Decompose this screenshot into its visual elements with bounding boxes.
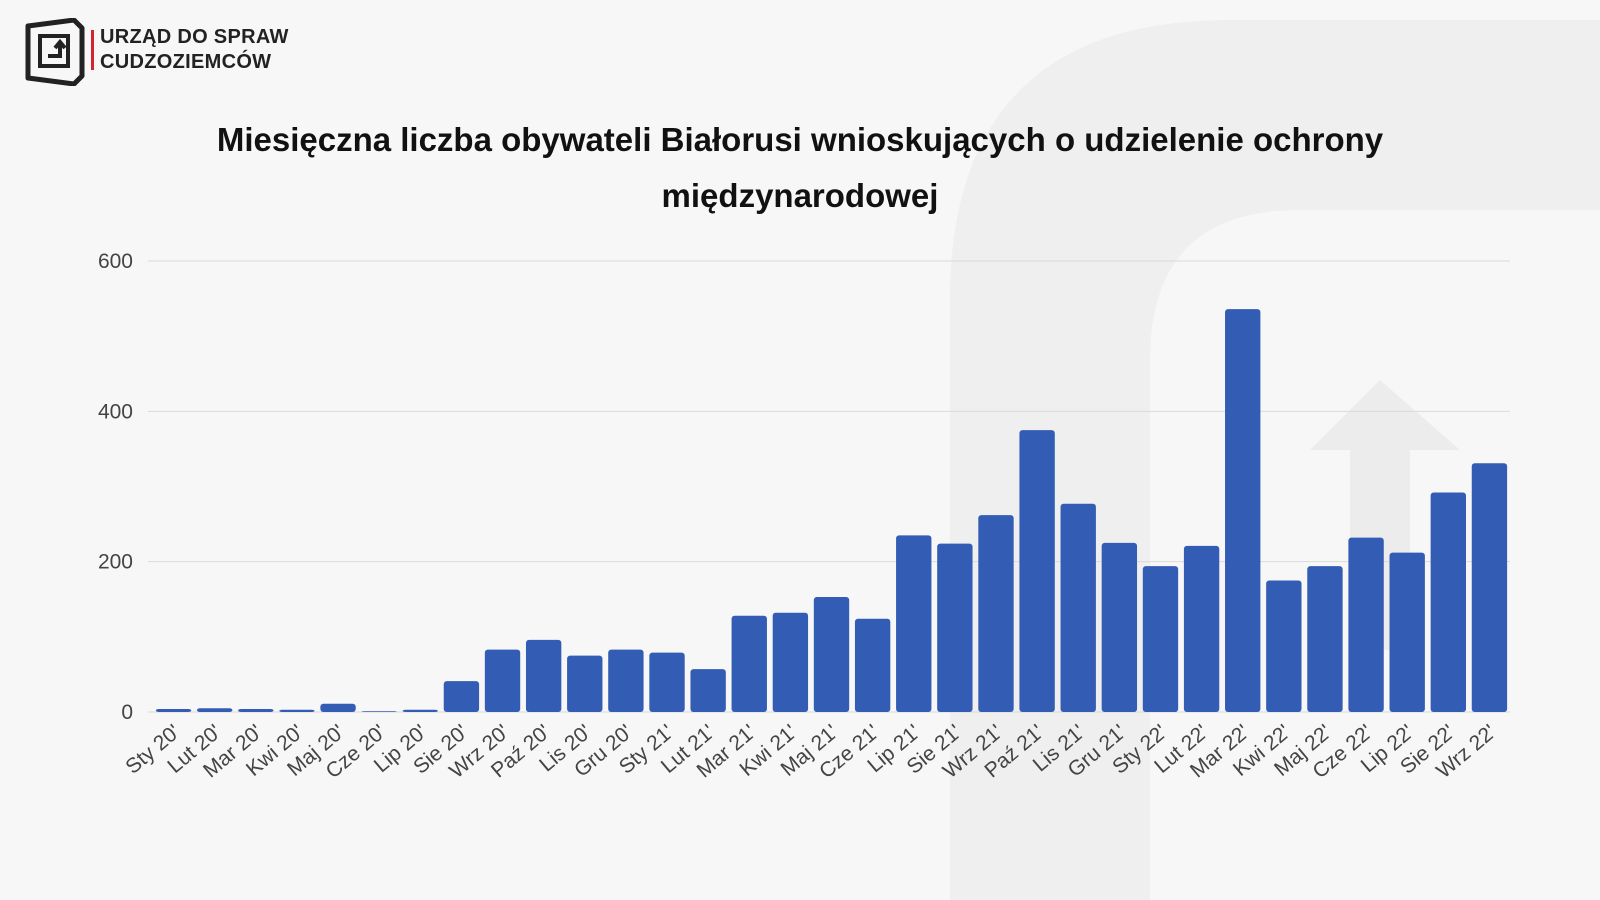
chart-title: Miesięczna liczba obywateli Białorusi wn… [216, 121, 1384, 214]
bar [196, 708, 233, 712]
bar [279, 709, 315, 712]
y-tick-label: 200 [98, 551, 133, 574]
bar [525, 639, 562, 712]
bar [772, 612, 809, 712]
bar [1307, 566, 1343, 712]
y-tick-label: 0 [121, 701, 133, 724]
bar [1266, 580, 1302, 712]
bar [1060, 503, 1096, 712]
bar [1142, 566, 1179, 712]
bar [1471, 463, 1508, 712]
bar [402, 709, 438, 712]
bar [1389, 552, 1425, 712]
org-name: URZĄD DO SPRAW [100, 26, 289, 48]
bar [238, 708, 274, 712]
bar [854, 618, 891, 712]
logo-icon [25, 18, 85, 86]
bar [443, 681, 480, 712]
bar [1183, 545, 1220, 712]
bar [978, 515, 1014, 712]
bar [937, 543, 973, 712]
logo-divider [91, 30, 94, 70]
bar [896, 535, 932, 712]
bar [567, 655, 603, 712]
bar [1348, 537, 1384, 712]
bar [608, 649, 644, 712]
bar [155, 708, 192, 712]
bar [731, 615, 767, 712]
bar [361, 711, 397, 712]
bar [1101, 542, 1138, 712]
bar [1019, 430, 1055, 712]
org-name: CUDZOZIEMCÓW [100, 51, 272, 73]
bar [1430, 492, 1467, 712]
bar [1225, 309, 1261, 712]
bar [813, 596, 850, 712]
bar [649, 652, 685, 712]
bar [484, 649, 521, 712]
y-tick-label: 400 [98, 400, 133, 423]
bar [320, 703, 356, 712]
y-tick-label: 600 [98, 250, 133, 273]
bar [690, 669, 726, 712]
